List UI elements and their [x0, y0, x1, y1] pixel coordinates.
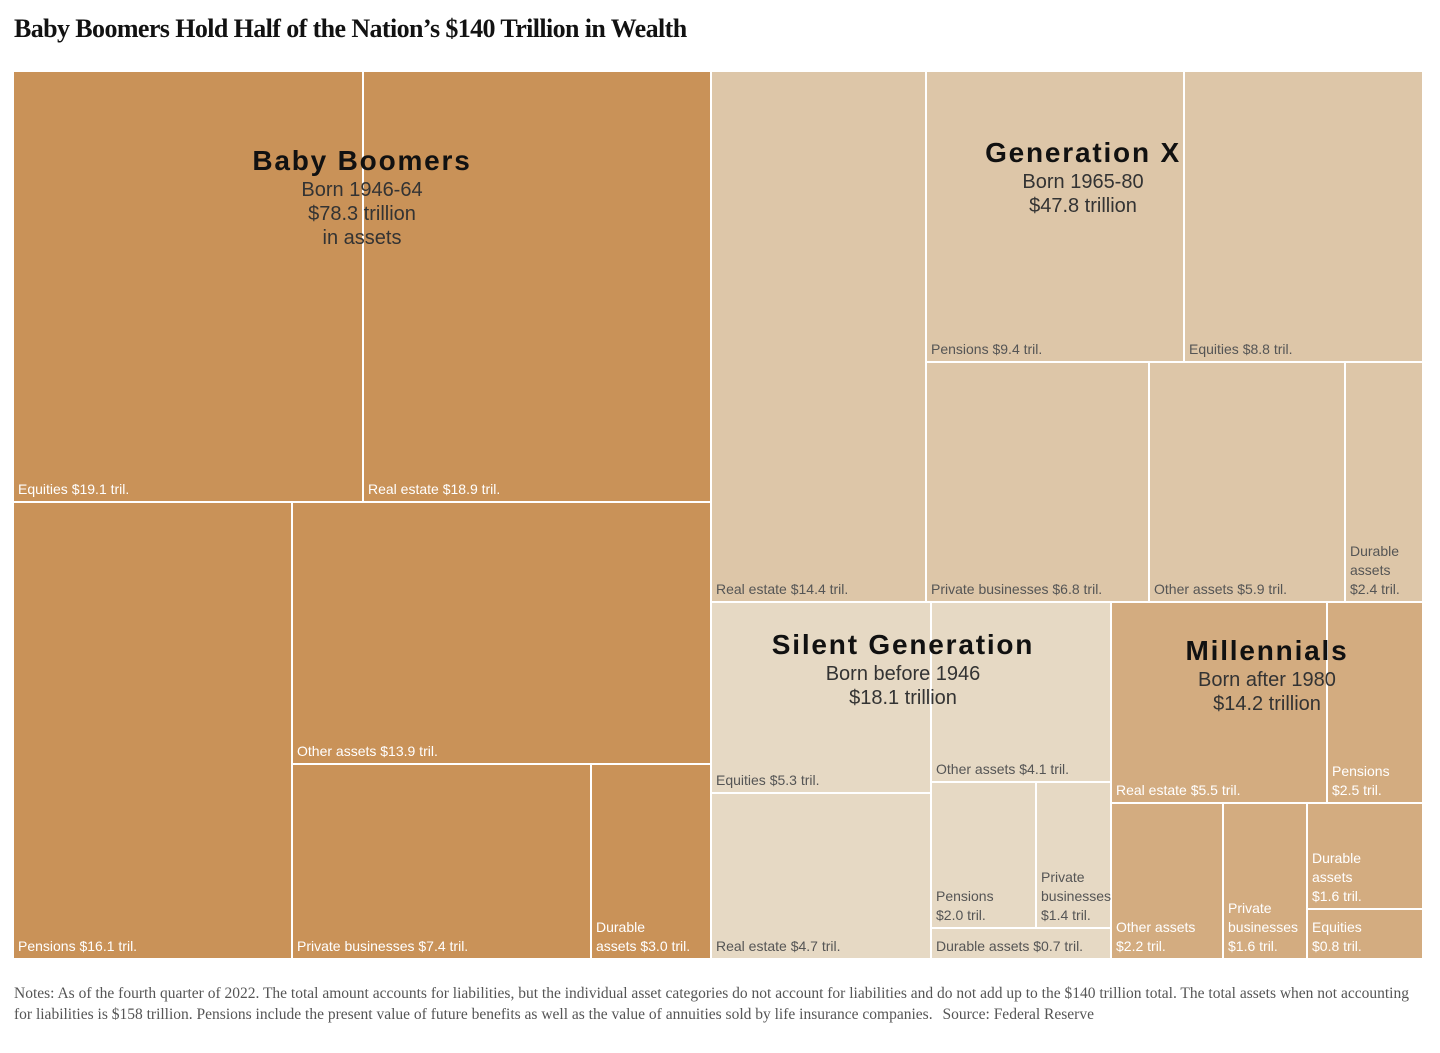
silent-private-businesses-cell: Private businesses $1.4 tril.	[1037, 783, 1112, 929]
genx-equities-cell: Equities $8.8 tril.	[1185, 72, 1424, 363]
genx-other-assets-cell: Other assets $5.9 tril.	[1150, 363, 1346, 603]
cell-label: Real estate $4.7 tril.	[716, 938, 841, 954]
chart-title: Baby Boomers Hold Half of the Nation’s $…	[14, 14, 687, 43]
cell-label: Other assets $2.2 tril.	[1116, 919, 1196, 954]
cell-label: Equities $0.8 tril.	[1312, 919, 1362, 954]
cell-label: Equities $19.1 tril.	[18, 481, 130, 497]
silent-pensions-cell: Pensions $2.0 tril.	[932, 783, 1037, 929]
generation-total: $14.2 trillion	[1213, 693, 1321, 715]
boomers-real-estate-cell: Real estate $18.9 tril.	[364, 72, 712, 503]
generation-born: Born before 1946	[825, 663, 981, 685]
generation-born: Born after 1980	[1198, 669, 1336, 691]
cell-label: Equities $8.8 tril.	[1189, 341, 1293, 357]
chart-notes: Notes: As of the fourth quarter of 2022.…	[14, 983, 1424, 1025]
treemap-chart: Equities $19.1 tril. Real estate $18.9 tr…	[14, 72, 1424, 960]
cell-label: Real estate $5.5 tril.	[1116, 782, 1241, 798]
cell-label: Durable assets $2.4 tril.	[1350, 543, 1400, 597]
millennials-header: Millennials Born after 1980 $14.2 trillion	[1186, 634, 1349, 716]
cell-label: Private businesses $7.4 tril.	[297, 938, 469, 954]
genx-real-estate-cell: Real estate $14.4 tril.	[712, 72, 927, 603]
genx-pensions-cell: Pensions $9.4 tril.	[927, 72, 1185, 363]
cell-label: Pensions $2.5 tril.	[1332, 763, 1390, 798]
boomers-pensions-cell: Pensions $16.1 tril.	[14, 503, 293, 960]
generation-total: $78.3 trillion in assets	[308, 203, 416, 249]
boomers-private-businesses-cell: Private businesses $7.4 tril.	[293, 765, 592, 960]
genx-private-businesses-cell: Private businesses $6.8 tril.	[927, 363, 1150, 603]
cell-label: Private businesses $1.4 tril.	[1041, 869, 1112, 923]
generation-born: Born 1965-80	[1022, 171, 1144, 193]
silent-equities-cell: Equities $5.3 tril.	[712, 603, 932, 794]
cell-label: Real estate $18.9 tril.	[368, 481, 501, 497]
generation-born: Born 1946-64	[301, 179, 423, 201]
boomers-equities-cell: Equities $19.1 tril.	[14, 72, 364, 503]
millennials-private-businesses-cell: Private businesses $1.6 tril.	[1224, 804, 1308, 960]
boomers-other-assets-cell: Other assets $13.9 tril.	[293, 503, 712, 765]
boomers-header: Baby Boomers Born 1946-64 $78.3 trillion i…	[252, 144, 471, 250]
cell-label: Other assets $13.9 tril.	[297, 743, 438, 759]
millennials-equities-cell: Equities $0.8 tril.	[1308, 910, 1424, 960]
silent-header: Silent Generation Born before 1946 $18.1 t…	[772, 628, 1034, 710]
generation-total: $47.8 trillion	[1029, 195, 1137, 217]
cell-label: Pensions $9.4 tril.	[931, 341, 1043, 357]
cell-label: Private businesses $6.8 tril.	[931, 581, 1103, 597]
cell-label: Private businesses $1.6 tril.	[1228, 900, 1299, 954]
genx-durable-assets-cell: Durable assets $2.4 tril.	[1346, 363, 1424, 603]
generation-name: Millennials	[1185, 635, 1349, 666]
cell-label: Equities $5.3 tril.	[716, 772, 820, 788]
cell-label: Pensions $2.0 tril.	[936, 888, 994, 923]
cell-label: Durable assets $0.7 tril.	[936, 938, 1084, 954]
boomers-durable-assets-cell: Durable assets $3.0 tril.	[592, 765, 712, 960]
cell-label: Other assets $4.1 tril.	[936, 761, 1070, 777]
millennials-pensions-cell: Pensions $2.5 tril.	[1328, 603, 1424, 804]
cell-label: Other assets $5.9 tril.	[1154, 581, 1288, 597]
generation-name: Generation X	[985, 137, 1181, 168]
source-text: Source: Federal Reserve	[942, 1006, 1094, 1023]
generation-total: $18.1 trillion	[849, 687, 957, 709]
millennials-durable-assets-cell: Durable assets $1.6 tril.	[1308, 804, 1424, 910]
millennials-other-assets-cell: Other assets $2.2 tril.	[1112, 804, 1224, 960]
genx-header: Generation X Born 1965-80 $47.8 trillion	[985, 136, 1181, 218]
generation-name: Silent Generation	[771, 629, 1035, 660]
silent-durable-assets-cell: Durable assets $0.7 tril.	[932, 929, 1112, 960]
cell-label: Durable assets $1.6 tril.	[1312, 850, 1362, 904]
cell-label: Pensions $16.1 tril.	[18, 938, 138, 954]
notes-text: Notes: As of the fourth quarter of 2022.…	[14, 985, 1409, 1023]
silent-real-estate-cell: Real estate $4.7 tril.	[712, 794, 932, 960]
millennials-real-estate-cell: Real estate $5.5 tril.	[1112, 603, 1328, 804]
cell-label: Real estate $14.4 tril.	[716, 581, 849, 597]
generation-name: Baby Boomers	[252, 145, 472, 176]
silent-other-assets-cell: Other assets $4.1 tril.	[932, 603, 1112, 783]
cell-label: Durable assets $3.0 tril.	[596, 919, 691, 954]
